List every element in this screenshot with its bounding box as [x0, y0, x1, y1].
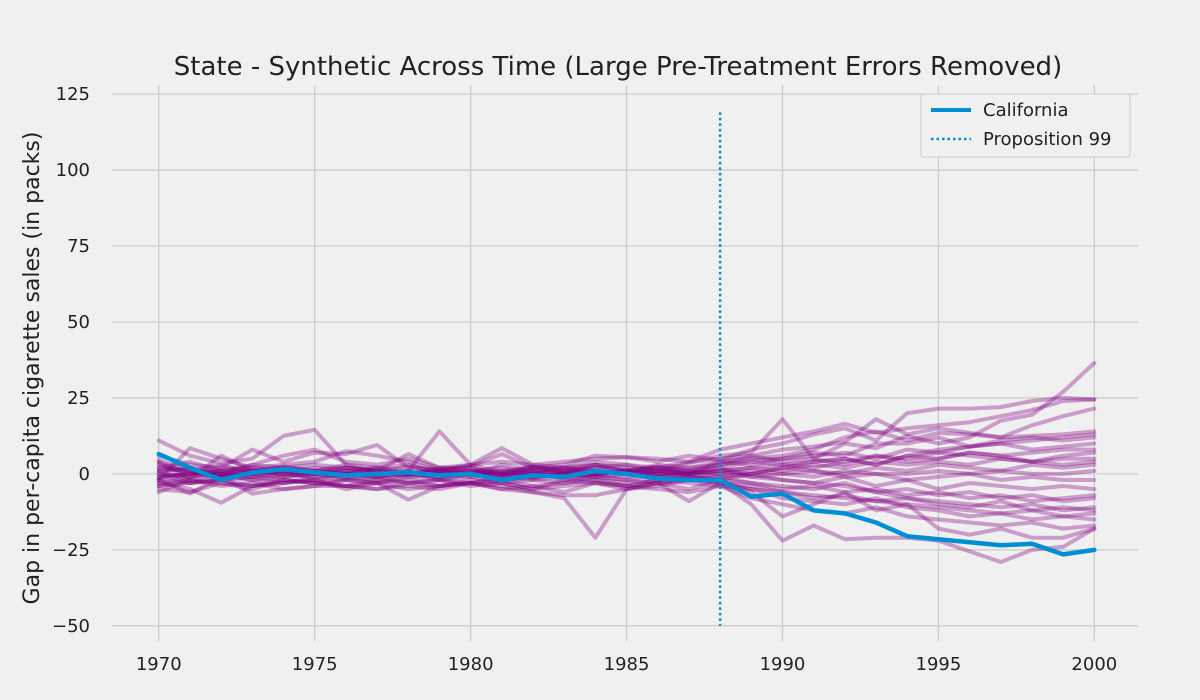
placebo-line-22 [156, 468, 1097, 504]
california-line [156, 451, 1097, 557]
placebo-line-11 [156, 468, 1097, 479]
y-tick-label: 0 [79, 464, 90, 485]
placebo-line-19 [156, 474, 1097, 540]
y-tick-label: 50 [67, 312, 90, 333]
x-tick-label: 1975 [292, 654, 338, 675]
placebo-line-17 [156, 478, 1097, 531]
placebo-line-16 [156, 478, 1097, 522]
x-tick-label: 1990 [760, 654, 806, 675]
x-tick-label: 2000 [1071, 654, 1117, 675]
placebo-line-15 [156, 478, 1097, 513]
x-tick-label: 1995 [916, 654, 962, 675]
placebo-line-1 [156, 397, 1097, 473]
y-tick-label: −25 [52, 540, 90, 561]
x-tick-label: 1970 [136, 654, 182, 675]
placebo-line-6 [156, 435, 1097, 479]
y-tick-label: 125 [56, 84, 90, 105]
tick-labels: 1970 1975 1980 1985 1990 1995 2000 −50 −25 0 25 50 7… [52, 84, 1117, 675]
y-tick-label: 75 [67, 236, 90, 257]
chart-title: State - Synthetic Across Time (Large Pre… [174, 52, 1062, 82]
grid-layer [112, 85, 1138, 641]
x-tick-label: 1980 [448, 654, 494, 675]
y-axis-label: Gap in per-capita cigarette sales (in pa… [20, 132, 45, 605]
treated-line-layer [156, 451, 1097, 557]
placebo-line-21 [156, 447, 1097, 473]
y-tick-label: 25 [67, 388, 90, 409]
legend-label-california: California [983, 100, 1068, 121]
legend-box [920, 93, 1131, 158]
legend: California Proposition 99 [920, 93, 1131, 158]
placebo-line-14 [156, 474, 1097, 504]
placebo-line-3 [156, 361, 1097, 481]
placebo-line-20 [156, 471, 1097, 522]
y-tick-label: 100 [56, 160, 90, 181]
placebo-line-4 [156, 406, 1097, 482]
legend-label-proposition-99: Proposition 99 [983, 129, 1111, 150]
placebo-line-25 [156, 432, 1097, 488]
x-tick-label: 1985 [604, 654, 650, 675]
placebo-line-2 [156, 395, 1097, 472]
y-tick-label: −50 [52, 616, 90, 637]
